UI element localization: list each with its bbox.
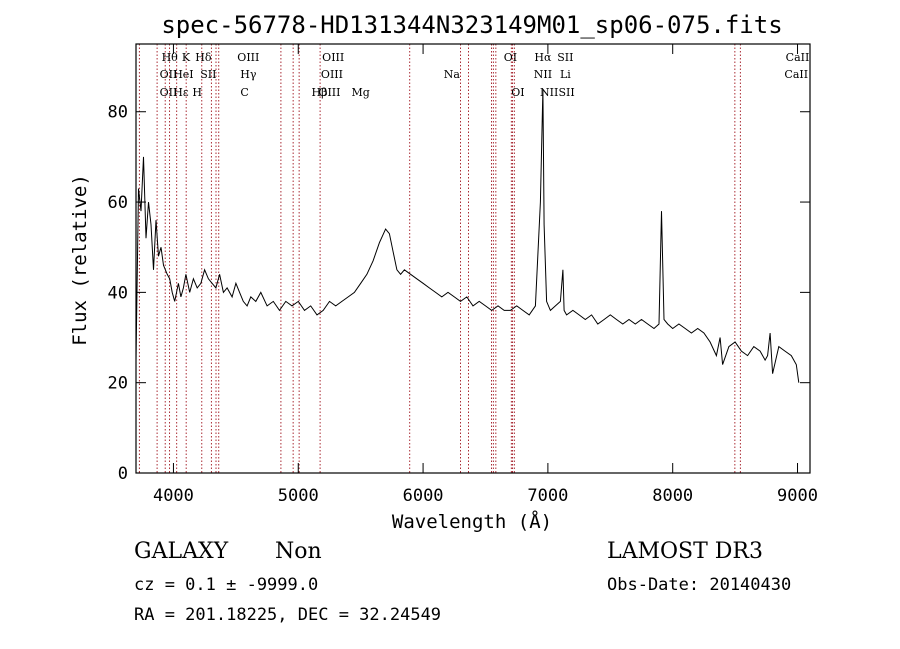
spectral-line-label: CaII [786,51,810,64]
y-tick-label: 20 [108,374,128,394]
spectral-line-label: NII [540,86,558,99]
spectral-line-label: SII [200,68,216,81]
x-tick-label: 4000 [153,486,194,506]
y-tick-label: 80 [108,103,128,123]
spectral-line-label: OI [511,86,524,99]
spectral-line-label: OII [160,68,178,81]
spectral-line-label: Hβ [312,86,328,99]
spectral-line-label: SII [558,86,574,99]
spectral-line-label: OII [160,86,178,99]
line-markers [138,44,741,473]
object-class: GALAXY [134,539,229,564]
spectral-line-label: Hα [534,51,552,64]
spectral-line-label: OIII [321,68,343,81]
survey-name: LAMOST DR3 [607,539,763,564]
x-axis-label: Wavelength (Å) [392,510,552,533]
x-tick-label: 5000 [278,486,319,506]
spectral-line-label: Na [444,68,461,81]
spectral-line-label: K [182,51,191,64]
spectral-line-label: OIII [318,86,340,99]
x-axis-ticks: 4000 5000 6000 7000 8000 9000 [153,44,818,506]
x-tick-label: 7000 [527,486,568,506]
obs-date: Obs-Date: 20140430 [607,575,791,595]
coordinates: RA = 201.18225, DEC = 32.24549 [134,605,441,625]
spectral-line-label: NII [534,68,552,81]
spectral-line-label: Hγ [240,68,257,81]
spectral-line-label: OI [504,51,517,64]
spectral-line-label: Hθ [162,51,179,64]
y-tick-label: 40 [108,283,128,303]
spectral-line-label: OIII [322,51,344,64]
spectral-line-label: H [192,86,202,99]
y-tick-label: 0 [118,464,128,484]
x-tick-label: 8000 [652,486,693,506]
spectral-line-label: CaII [784,68,808,81]
object-subclass: Non [275,539,322,564]
spectral-line-label: C [240,86,248,99]
plot-frame [135,43,811,474]
y-tick-label: 60 [108,193,128,213]
spectral-line-label: Mg [352,86,370,99]
y-axis-label: Flux (relative) [69,174,91,346]
spectral-line-label: SII [557,51,573,64]
y-axis-ticks: 0 20 40 60 80 [108,103,810,484]
redshift-line: cz = 0.1 ± -9999.0 [134,575,318,595]
spectral-line-label: OIII [237,51,259,64]
x-tick-label: 6000 [403,486,444,506]
spectral-line-label: Li [560,68,571,81]
spectral-line-label: HeI [173,68,193,81]
spectral-line-label: Hε [173,86,189,99]
spectral-line-label: Hδ [195,51,212,64]
x-tick-label: 9000 [777,486,818,506]
spectrum-line [135,89,800,383]
chart-title: spec-56778-HD131344N323149M01_sp06-075.f… [161,11,782,39]
